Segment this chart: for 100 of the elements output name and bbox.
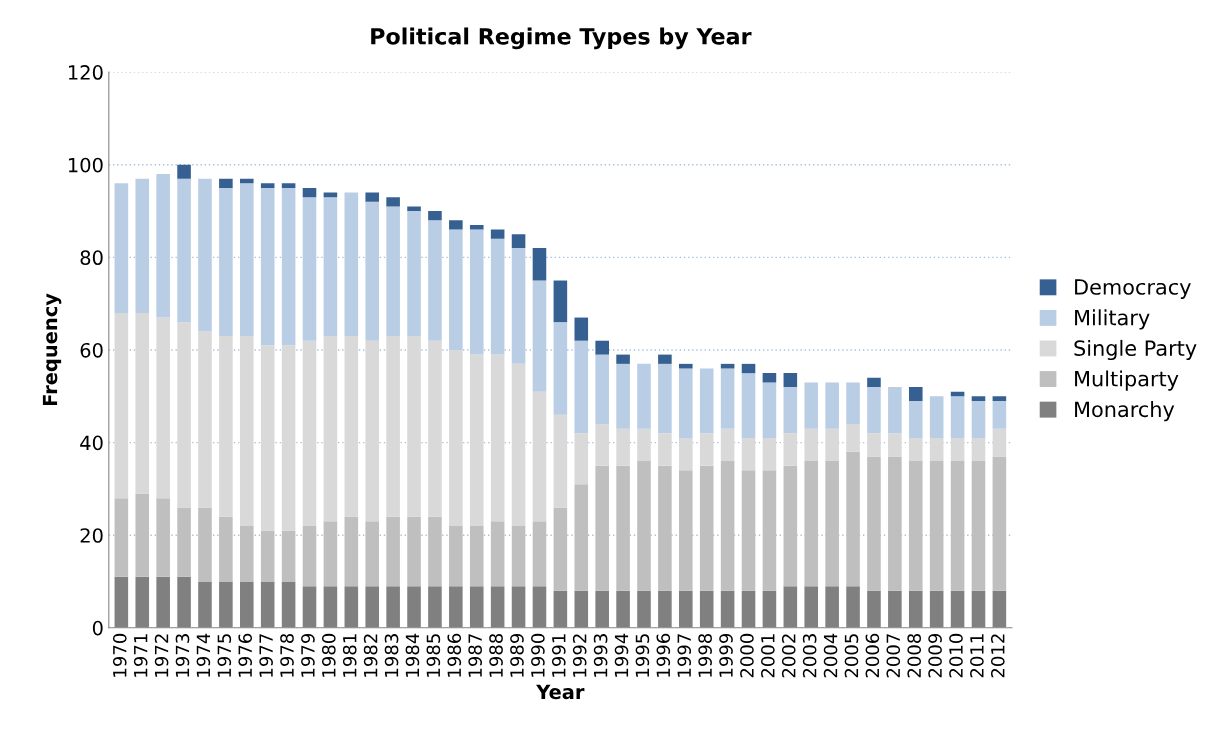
bar bbox=[114, 183, 129, 313]
bar bbox=[469, 224, 484, 230]
bar bbox=[595, 354, 609, 425]
x-tick-label: 1986 bbox=[447, 633, 462, 677]
x-tick-label: 1979 bbox=[301, 633, 315, 677]
x-tick-label: 1970 bbox=[112, 633, 127, 677]
bar bbox=[658, 433, 672, 466]
bar bbox=[156, 174, 170, 318]
bar bbox=[908, 461, 923, 591]
bar bbox=[720, 428, 735, 462]
bar bbox=[469, 525, 484, 587]
bar bbox=[741, 437, 756, 471]
bar bbox=[783, 465, 798, 587]
bar bbox=[260, 183, 275, 188]
bar bbox=[992, 396, 1007, 401]
bar bbox=[658, 363, 672, 434]
bar bbox=[407, 336, 421, 517]
bar bbox=[532, 391, 547, 522]
bar bbox=[365, 192, 380, 202]
bar bbox=[804, 382, 819, 429]
bar bbox=[804, 461, 819, 587]
x-tick-label: 2012 bbox=[990, 634, 1005, 678]
bar bbox=[888, 387, 902, 434]
bar bbox=[156, 498, 170, 577]
bar bbox=[198, 507, 212, 582]
y-tick-label: 120 bbox=[68, 65, 103, 80]
x-tick-label: 1991 bbox=[551, 634, 566, 677]
bar bbox=[888, 433, 902, 457]
bar bbox=[428, 340, 442, 517]
bar bbox=[553, 322, 568, 415]
bar bbox=[679, 368, 693, 438]
bar bbox=[971, 461, 986, 591]
bar bbox=[177, 507, 191, 577]
bar bbox=[741, 373, 756, 438]
bar bbox=[720, 461, 735, 591]
bar bbox=[219, 178, 233, 188]
bar bbox=[260, 530, 275, 582]
x-tick-label: 1977 bbox=[259, 634, 273, 677]
bar bbox=[908, 437, 923, 462]
bar bbox=[177, 164, 191, 179]
x-tick-label: 1989 bbox=[510, 633, 524, 677]
bar bbox=[532, 248, 547, 281]
x-axis-title: Year bbox=[536, 684, 585, 700]
bar bbox=[114, 312, 129, 499]
bar bbox=[469, 354, 484, 526]
x-tick-label: 2000 bbox=[740, 633, 754, 678]
legend-label: Monarchy bbox=[1075, 401, 1175, 422]
x-tick-label: 1999 bbox=[719, 633, 733, 677]
bar bbox=[177, 178, 191, 323]
bar bbox=[302, 197, 317, 341]
bar bbox=[699, 433, 714, 466]
bar bbox=[323, 521, 338, 587]
bar bbox=[950, 461, 965, 591]
bar bbox=[135, 178, 150, 313]
x-tick-label: 2010 bbox=[949, 633, 963, 678]
bar bbox=[449, 229, 463, 350]
bar bbox=[637, 363, 651, 429]
x-tick-label: 2002 bbox=[781, 634, 796, 678]
x-tick-label: 1987 bbox=[468, 634, 482, 677]
bar bbox=[637, 428, 651, 462]
bar bbox=[365, 521, 380, 587]
x-tick-label: 1994 bbox=[614, 633, 629, 677]
bar bbox=[867, 377, 881, 388]
bar bbox=[219, 336, 233, 517]
bar bbox=[407, 516, 421, 587]
bar bbox=[929, 461, 944, 591]
bar bbox=[908, 400, 923, 438]
bar bbox=[950, 437, 965, 462]
x-tick-label: 1981 bbox=[342, 634, 357, 677]
bar bbox=[553, 414, 568, 508]
bar bbox=[846, 424, 860, 452]
bar bbox=[239, 336, 254, 526]
bar bbox=[867, 456, 881, 591]
bar bbox=[490, 229, 505, 239]
bar bbox=[428, 516, 442, 587]
bar bbox=[239, 183, 254, 337]
bar bbox=[344, 336, 359, 517]
y-tick-label: 0 bbox=[92, 620, 103, 636]
bar bbox=[302, 340, 317, 526]
bar bbox=[490, 238, 505, 355]
bar bbox=[971, 396, 986, 401]
bar bbox=[992, 400, 1007, 429]
x-tick-label: 2011 bbox=[970, 634, 984, 678]
bar bbox=[386, 516, 400, 587]
x-tick-label: 2006 bbox=[865, 633, 880, 678]
bar bbox=[595, 465, 609, 591]
y-tick-label: 100 bbox=[68, 157, 103, 173]
bar bbox=[260, 345, 275, 531]
y-tick-label: 20 bbox=[80, 528, 103, 543]
bar bbox=[365, 201, 380, 341]
x-tick-label: 1976 bbox=[238, 633, 253, 677]
bar bbox=[177, 322, 191, 508]
bar bbox=[386, 197, 400, 207]
bar bbox=[971, 437, 986, 462]
bar bbox=[511, 525, 526, 587]
bar bbox=[992, 428, 1007, 457]
x-tick-label: 2008 bbox=[907, 633, 922, 678]
bar bbox=[490, 354, 505, 522]
x-tick-label: 1985 bbox=[426, 634, 441, 677]
bar bbox=[323, 336, 338, 522]
